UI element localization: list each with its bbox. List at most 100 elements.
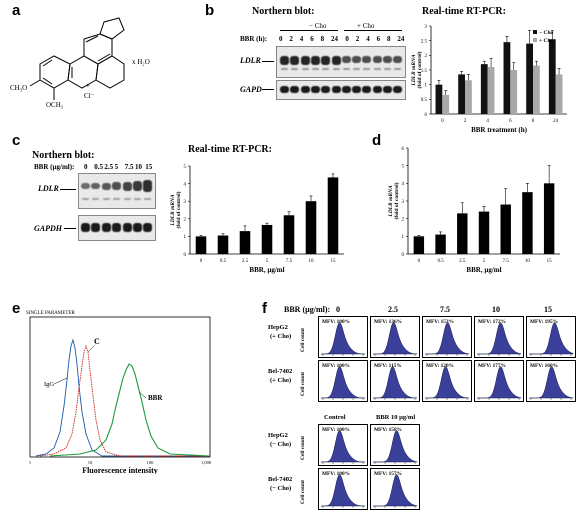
f-histogram-box: MFV: 100% bbox=[318, 316, 368, 358]
c-ldlr-band bbox=[112, 182, 122, 190]
b-time-point: 24 bbox=[397, 35, 405, 43]
b-ldlr-band-minor bbox=[353, 68, 361, 70]
bar bbox=[195, 236, 207, 254]
bar bbox=[500, 204, 511, 254]
b-ldlr-band-minor bbox=[301, 68, 309, 70]
y-axis-label: LDLR mRNA(fold of control) bbox=[388, 182, 400, 219]
panel-a-label: a bbox=[12, 2, 21, 19]
legend-label: + Cho bbox=[539, 38, 554, 44]
e-c-curve bbox=[39, 344, 210, 457]
histogram-peak bbox=[373, 474, 418, 507]
b-ldlr-band-minor bbox=[384, 68, 391, 70]
c-northern-title: Northern blot: bbox=[32, 150, 95, 161]
y-tick-label: 5 bbox=[402, 164, 405, 169]
f-row-cell-line: HepG2 bbox=[268, 432, 288, 439]
c-ldlr-band bbox=[91, 183, 101, 189]
e-xlabel: Fluorescence intensity bbox=[82, 466, 158, 474]
b-ldlr-band-minor bbox=[342, 68, 350, 70]
x-tick-label: 0.5 bbox=[220, 259, 227, 264]
bar bbox=[239, 231, 251, 254]
x-tick-label: 2.5 bbox=[459, 259, 466, 264]
f-mfv-label: MFV: 158% bbox=[374, 427, 402, 433]
bar bbox=[510, 70, 518, 114]
y-tick-label: 3 bbox=[425, 25, 428, 30]
x-tick-label: 10 bbox=[309, 259, 315, 264]
histogram-peak bbox=[321, 430, 365, 463]
b-time-point: 0 bbox=[345, 35, 349, 43]
f-mfv-label: MFV: 195% bbox=[530, 319, 558, 325]
histogram-peak bbox=[373, 366, 418, 399]
b-gapd-band bbox=[300, 86, 310, 93]
b-time-point: 6 bbox=[376, 35, 381, 43]
c-ldlr-blot bbox=[78, 173, 156, 209]
f-mfv-label: MFV: 115% bbox=[374, 363, 402, 369]
bar bbox=[217, 235, 229, 254]
y-tick-label: 2 bbox=[402, 217, 405, 222]
b-gapd-band bbox=[383, 86, 392, 93]
b-ldlr-band bbox=[393, 56, 403, 63]
f-row-cell-line: Bel-7402 bbox=[268, 476, 293, 483]
bar bbox=[555, 74, 563, 114]
panel-f-label: f bbox=[262, 300, 267, 317]
b-gapd-label: GAPD bbox=[240, 85, 262, 94]
b-gapd-band bbox=[393, 86, 403, 93]
b-gapd-band bbox=[352, 86, 362, 93]
bar bbox=[442, 94, 450, 114]
b-gapd-band bbox=[280, 86, 289, 93]
f-mfv-label: MFV: 153% bbox=[426, 319, 454, 325]
b-gapd-band bbox=[321, 86, 331, 93]
b-ldlr-band bbox=[372, 56, 382, 63]
c-ldlr-band bbox=[122, 181, 132, 191]
b-plus-bracket bbox=[344, 30, 402, 31]
e-igg-label: IgG bbox=[44, 381, 54, 388]
c-dose-label: BBR (µg/ml): bbox=[34, 163, 75, 171]
b-ldlr-band bbox=[280, 56, 289, 65]
y-tick-label: 3 bbox=[402, 200, 405, 205]
c-dose-point: 7.5 bbox=[124, 163, 134, 171]
b-minus-cho-label: − Cho bbox=[309, 22, 327, 30]
c-dose-point: 0.5 bbox=[94, 163, 103, 171]
c-gapdh-band bbox=[143, 223, 153, 232]
x-tick-label: 6 bbox=[509, 119, 512, 124]
legend-swatch bbox=[533, 30, 537, 34]
f-histogram-box: MFV: 100% bbox=[318, 468, 368, 510]
bar bbox=[465, 80, 472, 114]
b-time-point: 6 bbox=[310, 35, 314, 43]
b-ldlr-band-minor bbox=[373, 68, 381, 70]
panel-b-label: b bbox=[205, 2, 215, 19]
y-tick-label: 4 bbox=[402, 182, 405, 187]
f-row-cell-line: Bel-7402 bbox=[268, 368, 293, 375]
x-tick-label: 0 bbox=[200, 259, 203, 264]
f-histogram-box: MFV: 177% bbox=[474, 360, 524, 402]
b-time-point: 0 bbox=[279, 35, 283, 43]
x-tick-label: 7.5 bbox=[503, 259, 510, 264]
y-tick-label: 0 bbox=[425, 113, 428, 118]
c-ldlr-band-minor bbox=[102, 198, 110, 200]
d-chart: 0 1 2 3 4 5 6 0 0.5 2.5 5 7.5 10 15 BBR, µg/ml LDLR mRN… bbox=[388, 147, 560, 274]
f-mfv-label: MFV: 120% bbox=[426, 363, 454, 369]
e-bbr-label: BBR bbox=[148, 394, 163, 402]
c-ldlr-band bbox=[81, 183, 90, 189]
b-time-label: BBR (h): bbox=[240, 35, 268, 43]
bar bbox=[478, 211, 490, 254]
f-mfv-label: MFV: 157% bbox=[374, 471, 402, 477]
bar bbox=[305, 201, 317, 254]
x-tick-label: 2.5 bbox=[242, 259, 249, 264]
b-minus-bracket bbox=[280, 30, 338, 31]
b-time-point: 4 bbox=[366, 35, 370, 43]
f-histogram-box: MFV: 158% bbox=[370, 424, 420, 466]
bar bbox=[283, 215, 295, 254]
b-ldlr-label: LDLR bbox=[240, 56, 261, 65]
y-tick-label: 1.5 bbox=[421, 69, 428, 74]
c-ldlr-arrow bbox=[60, 189, 76, 190]
x-tick-label: 0 bbox=[418, 259, 421, 264]
c-rtpcr-chart: 0 1 2 3 4 5 0 0.5 2.5 5 7.5 10 15 BBR, µg/ml LDLR mRNA… bbox=[170, 165, 344, 274]
y-axis-label: LDLR mRNA(fold of control) bbox=[170, 191, 182, 228]
bar bbox=[413, 236, 425, 254]
x-tick-label: 10 bbox=[525, 259, 531, 264]
e-igg-curve bbox=[35, 338, 210, 457]
e-flow-histogram: SINGLE PARAMETER IgG C BBR 1 10 100 1,00… bbox=[26, 311, 212, 474]
counterion: Cl⁻ bbox=[84, 92, 95, 100]
c-dose-point: 10 bbox=[135, 163, 142, 171]
f-mfv-label: MFV: 100% bbox=[322, 319, 350, 325]
